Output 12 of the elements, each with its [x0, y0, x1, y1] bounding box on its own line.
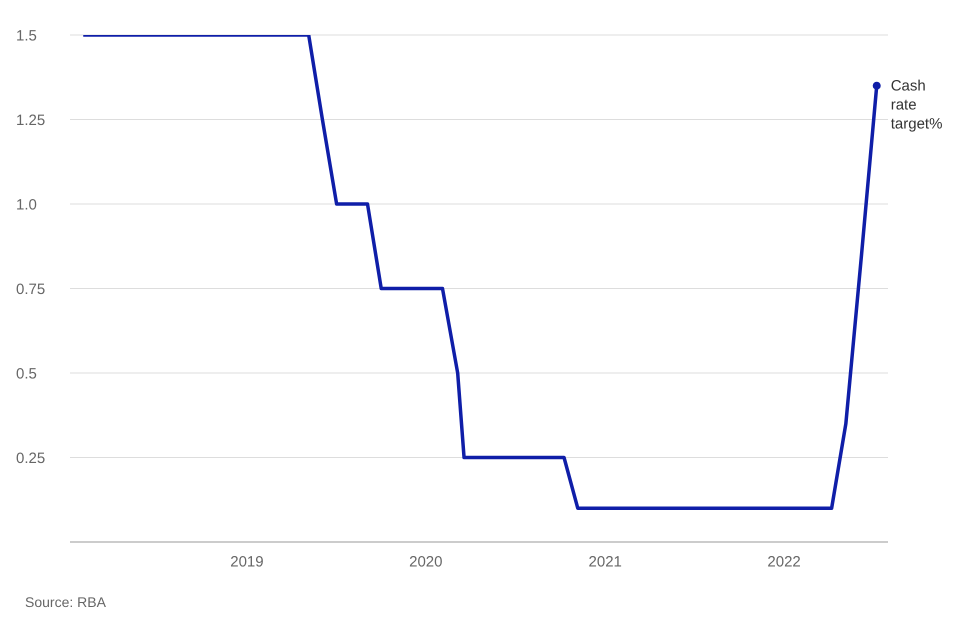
y-tick-label: 1.25 — [16, 112, 46, 129]
y-tick-label: 1.5 — [16, 27, 37, 44]
x-tick-label: 2022 — [767, 554, 801, 571]
y-tick-label: 1.0 — [16, 196, 37, 214]
y-tick-label: 0.25 — [16, 450, 46, 467]
x-tick-label: 2021 — [588, 554, 622, 571]
series-label: Cash rate target% — [890, 78, 942, 133]
y-tick-label: 0.75 — [16, 280, 46, 298]
source-note: Source: RBA — [25, 594, 107, 610]
x-tick-label: 2020 — [409, 554, 443, 571]
y-tick-label: 0.5 — [16, 365, 37, 382]
x-tick-label: 2019 — [230, 554, 264, 571]
